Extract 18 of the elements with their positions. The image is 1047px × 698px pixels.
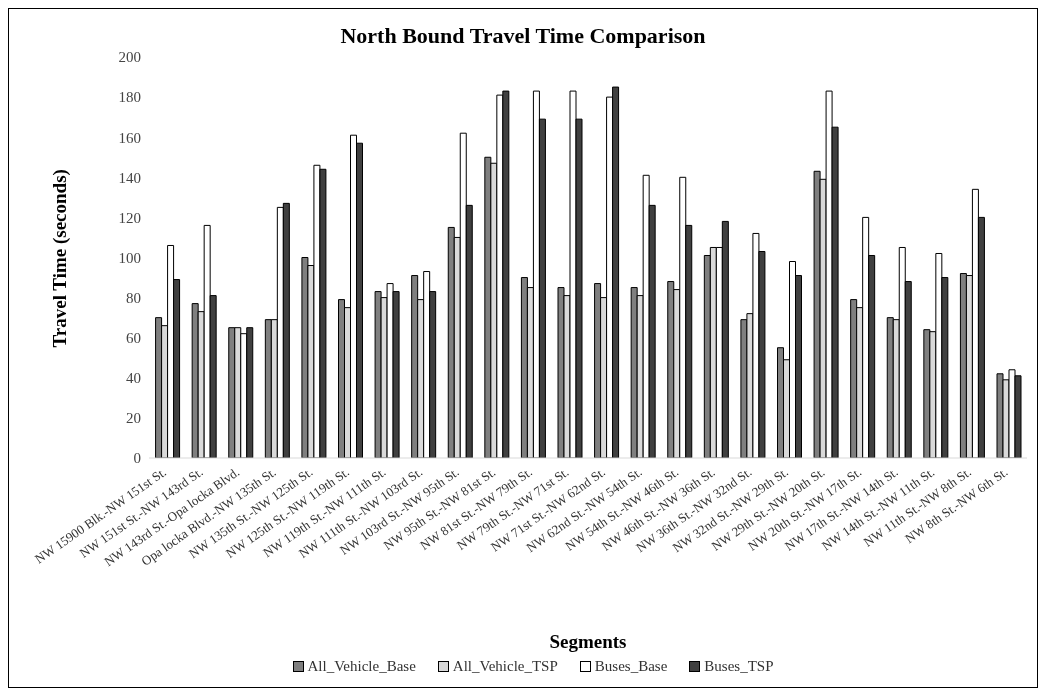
y-tick-label: 60 bbox=[126, 330, 141, 347]
chart-title: North Bound Travel Time Comparison bbox=[339, 23, 707, 49]
legend-label: All_Vehicle_TSP bbox=[452, 658, 558, 675]
legend-label: Buses_TSP bbox=[704, 658, 774, 675]
y-tick-label: 80 bbox=[126, 289, 141, 306]
y-axis-title: Travel Time (seconds) bbox=[48, 169, 71, 348]
y-tick-label: 200 bbox=[118, 49, 141, 66]
y-tick-label: 100 bbox=[118, 249, 141, 266]
y-tick-label: 160 bbox=[118, 129, 141, 146]
legend-label: All_Vehicle_Base bbox=[307, 658, 416, 675]
y-tick-label: 180 bbox=[118, 89, 141, 106]
x-axis-title: Segments bbox=[549, 631, 627, 652]
y-tick-label: 140 bbox=[118, 169, 141, 186]
y-tick-label: 0 bbox=[133, 450, 141, 467]
y-tick-label: 20 bbox=[126, 410, 141, 427]
y-tick-label: 40 bbox=[126, 370, 141, 387]
y-tick-label: 120 bbox=[118, 209, 141, 226]
legend-label: Buses_Base bbox=[594, 658, 668, 675]
